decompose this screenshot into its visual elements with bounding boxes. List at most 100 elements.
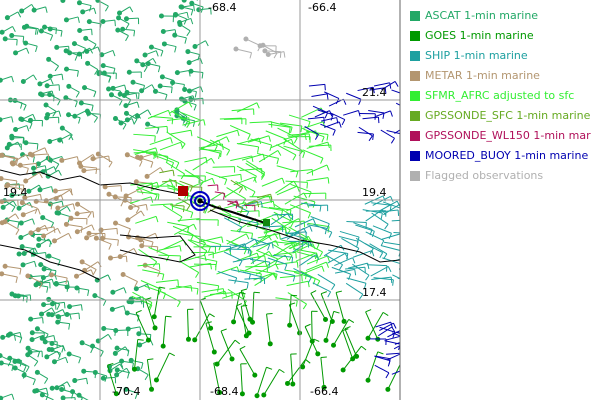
barb-flag [193, 224, 197, 230]
barb-flag [104, 375, 108, 382]
barb-dot [128, 205, 134, 211]
wind-barb [6, 141, 22, 150]
barb-dot [13, 50, 19, 56]
barb-flag [182, 84, 185, 91]
barb-staff [393, 344, 400, 350]
wind-barb [227, 200, 238, 209]
barb-flag [409, 357, 412, 362]
barb-staff [130, 182, 153, 186]
barb-dot [75, 201, 81, 207]
barb-dot [123, 386, 129, 392]
barb-staff [276, 165, 299, 173]
wind-barb [233, 176, 257, 186]
barb-flag [93, 91, 97, 98]
map-labels: -68.4 -66.4 -70.4 -68.4 -66.4 21.4 19.4 … [3, 1, 387, 398]
wind-barb [72, 377, 89, 385]
barb-flag [74, 54, 78, 61]
barb-flag [249, 52, 253, 59]
wind-barb [209, 139, 231, 156]
barb-flag [255, 222, 259, 230]
barb-flag [388, 233, 392, 239]
barb-dot [9, 33, 15, 39]
barb-staff [277, 127, 298, 139]
barb-staff [228, 279, 249, 284]
barb-flag [251, 257, 254, 264]
barb-dot [5, 182, 11, 188]
wind-barb [290, 169, 314, 176]
wind-barb [298, 254, 320, 267]
barb-flag [150, 339, 154, 346]
barb-flag [56, 304, 61, 310]
wind-barb [295, 252, 319, 262]
legend-label: METAR 1-min marine [425, 69, 540, 82]
barb-dot [138, 155, 144, 161]
barb-flag [80, 398, 83, 400]
barb-flag [217, 285, 220, 292]
wind-barb [125, 326, 142, 333]
barb-flag [90, 269, 94, 276]
barb-flag [171, 80, 175, 87]
wind-barb [13, 47, 30, 56]
wind-barb [369, 243, 388, 260]
legend-label: GPSSONDE_SFC 1-min marine [425, 109, 591, 122]
barb-staff [209, 139, 230, 151]
wind-barb [125, 210, 145, 223]
barb-flag [235, 202, 238, 209]
barb-dot [101, 326, 107, 332]
barb-flag [100, 351, 104, 357]
wind-barb [100, 19, 116, 27]
barb-dot [142, 52, 148, 58]
wind-barb [44, 350, 61, 360]
barb-dot [18, 220, 24, 226]
wind-barb [60, 395, 76, 400]
barb-flag [190, 130, 193, 137]
wind-barb [0, 176, 18, 187]
barb-dot [66, 351, 72, 357]
barb-staff [295, 252, 317, 262]
barb-flag [324, 112, 329, 119]
barb-flag [286, 229, 291, 236]
barb-flag [15, 158, 19, 165]
barb-flag [78, 313, 80, 320]
barb-dot [29, 330, 35, 336]
barb-staff [133, 151, 156, 154]
wind-barb [386, 352, 400, 355]
barb-flag [22, 372, 27, 379]
barb-dot [231, 319, 237, 325]
barb-staff [0, 178, 17, 182]
barb-flag [256, 252, 260, 259]
barb-staff [217, 270, 237, 279]
barb-flag [89, 47, 94, 54]
wind-barb [207, 184, 219, 191]
wind-barb [142, 269, 165, 281]
barb-flag [295, 300, 298, 307]
barb-flag [55, 28, 58, 35]
barb-staff [199, 148, 222, 152]
barb-staff [36, 200, 53, 204]
barb-dot [70, 389, 76, 395]
barb-dot [134, 58, 140, 64]
wind-barb [307, 222, 330, 233]
wind-barb [124, 89, 140, 100]
barb-flag [161, 274, 165, 281]
wind-barb [163, 204, 183, 223]
barb-dot [125, 326, 131, 332]
barb-staff [57, 203, 74, 209]
barb-staff [166, 117, 189, 122]
wind-barb [283, 133, 307, 141]
barb-flag [136, 101, 140, 108]
wind-barb [268, 123, 291, 134]
barb-flag [19, 332, 22, 339]
barb-staff [285, 180, 308, 183]
barb-staff [20, 162, 37, 166]
wind-barb [199, 148, 222, 158]
barb-staff [275, 180, 295, 194]
grid [0, 0, 401, 400]
wind-barb [138, 248, 158, 267]
wind-barb [199, 297, 214, 331]
legend-swatch [410, 11, 420, 21]
barb-staff [311, 93, 328, 98]
wind-barb [90, 343, 104, 357]
barb-dot [208, 325, 214, 331]
barb-staff [224, 184, 244, 198]
